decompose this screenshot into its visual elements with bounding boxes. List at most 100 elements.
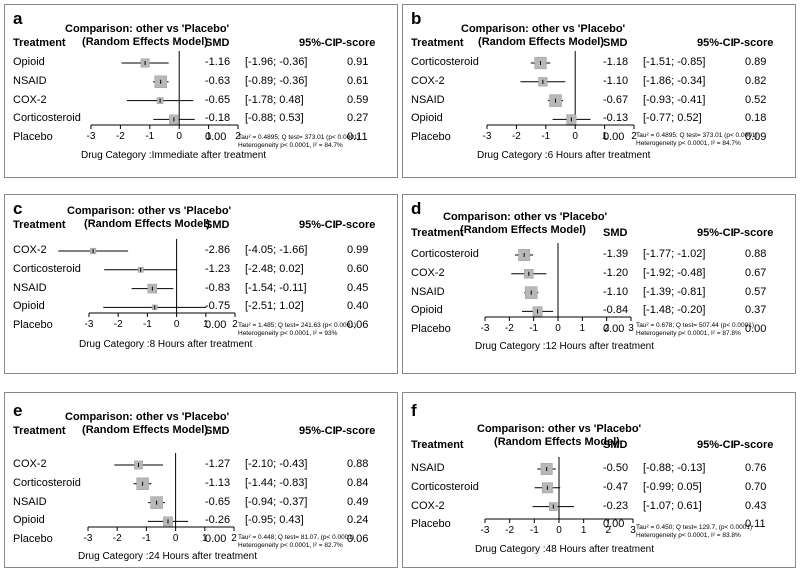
- treatment-label: Placebo: [411, 131, 451, 144]
- pscore-value: 0.88: [745, 248, 767, 260]
- panel-label: d: [411, 199, 422, 218]
- ci-value: [-0.95; 0.43]: [245, 514, 304, 527]
- smd-value: -1.23: [205, 262, 231, 275]
- x-tick-label: -1: [529, 525, 539, 536]
- ci-header: 95%-CI: [697, 227, 734, 239]
- x-tick-label: 3: [628, 323, 634, 334]
- forest-panel-d: d Comparison: other vs 'Placebo' (Random E…: [402, 194, 796, 374]
- treatment-label: Placebo: [411, 518, 451, 531]
- model-subtitle: (Random Effects Model): [82, 424, 208, 436]
- pscore-value: 0.06: [347, 319, 369, 332]
- pscore-header: P-score: [335, 37, 376, 49]
- smd-header: SMD: [205, 219, 230, 231]
- treatment-label: Corticosteroid: [411, 248, 479, 260]
- x-tick-label: -1: [142, 319, 152, 330]
- panel-label: a: [13, 9, 23, 28]
- pscore-value: 0.57: [745, 285, 767, 298]
- ci-value: [-1.77; -1.02]: [643, 248, 706, 260]
- pscore-value: 0.52: [745, 93, 767, 106]
- smd-value: -1.27: [205, 458, 231, 470]
- ci-value: [-0.88; 0.53]: [245, 112, 304, 125]
- heterogeneity-stat: Heterogeneity p< 0.0001, I² = 84.7%: [636, 140, 741, 147]
- treatment-label: NSAID: [411, 462, 445, 474]
- x-tick-label: -2: [505, 525, 515, 536]
- forest-panel-a: a Comparison: other vs 'Placebo' (Random E…: [4, 4, 398, 178]
- x-tick-label: 1: [580, 525, 587, 536]
- ci-value: [-1.92; -0.48]: [643, 266, 706, 279]
- treatment-label: Placebo: [13, 533, 53, 546]
- smd-value: 0.00: [603, 323, 625, 336]
- treatment-label: NSAID: [13, 495, 47, 508]
- ci-value: [-0.99; 0.05]: [643, 480, 702, 493]
- x-tick-label: 0: [556, 525, 562, 536]
- panel-label: b: [411, 9, 422, 28]
- forest-panel-e: e Comparison: other vs 'Placebo' (Random E…: [4, 392, 398, 568]
- smd-value: -1.16: [205, 56, 231, 68]
- ci-value: [-1.44; -0.83]: [245, 476, 308, 489]
- heterogeneity-stat: Heterogeneity p< 0.0001, I² = 82.7%: [238, 542, 343, 549]
- ci-header: 95%-CI: [299, 425, 336, 437]
- comparison-title: Comparison: other vs 'Placebo' (Random Ef…: [67, 205, 231, 231]
- pscore-value: 0.37: [745, 304, 767, 317]
- treatment-header: Treatment: [411, 37, 464, 49]
- smd-header: SMD: [205, 37, 230, 49]
- x-tick-label: -1: [529, 323, 539, 334]
- forest-plot-area: [486, 51, 635, 129]
- ci-header: 95%-CI: [299, 37, 336, 49]
- x-tick-label: 0: [172, 533, 179, 544]
- comparison-title: Comparison: other vs 'Placebo' (Random Ef…: [65, 23, 229, 49]
- smd-value: -0.23: [603, 499, 629, 512]
- smd-value: 0.00: [205, 533, 227, 546]
- panel-label: f: [411, 401, 417, 420]
- comparison-title-line: Comparison: other vs 'Placebo': [461, 23, 626, 35]
- x-tick-label: 1: [202, 533, 208, 544]
- pscore-value: 0.82: [745, 74, 767, 87]
- smd-header: SMD: [603, 439, 628, 451]
- forest-panel-c: c Comparison: other vs 'Placebo' (Random E…: [4, 194, 398, 374]
- pscore-value: 0.06: [347, 533, 369, 546]
- ci-value: [-1.78; 0.48]: [245, 93, 304, 106]
- x-tick-label: -2: [113, 319, 123, 330]
- x-tick-label: 2: [605, 525, 612, 536]
- smd-header: SMD: [205, 425, 230, 437]
- x-axis-label: Drug Category :48 Hours after treatment: [475, 544, 654, 555]
- x-tick-label: 2: [232, 319, 238, 330]
- x-tick-label: -1: [145, 131, 155, 142]
- smd-value: -0.50: [603, 462, 629, 474]
- pscore-value: 0.91: [347, 56, 369, 68]
- pscore-value: 0.61: [347, 74, 369, 87]
- ci-value: [-1.07; 0.61]: [643, 499, 702, 512]
- smd-value: -0.83: [205, 281, 231, 294]
- forest-plot-area: [90, 51, 239, 129]
- x-tick-label: 0: [176, 131, 182, 142]
- treatment-label: Opioid: [13, 56, 45, 68]
- smd-value: -0.47: [603, 480, 629, 493]
- ci-value: [-0.94; -0.37]: [245, 495, 308, 508]
- x-axis-label: Drug Category :12 Hours after treatment: [475, 341, 654, 352]
- pscore-value: 0.09: [745, 131, 767, 144]
- smd-value: -0.26: [205, 514, 231, 527]
- treatment-label: Corticosteroid: [411, 480, 479, 493]
- forest-plot-area: [87, 453, 235, 531]
- treatment-label: Opioid: [13, 300, 45, 313]
- panel-label: c: [13, 199, 23, 218]
- ci-value: [-0.89; -0.36]: [245, 74, 308, 87]
- treatment-label: COX-2: [411, 74, 445, 87]
- panel-label: e: [13, 401, 23, 420]
- pscore-value: 0.18: [745, 112, 767, 125]
- ci-header: 95%-CI: [299, 219, 336, 231]
- forest-panel-b: b Comparison: other vs 'Placebo' (Random E…: [402, 4, 796, 178]
- heterogeneity-stat: Heterogeneity p< 0.0001, I² = 93%: [238, 330, 338, 337]
- smd-value: 0.00: [603, 518, 625, 531]
- pscore-value: 0.43: [745, 499, 767, 512]
- heterogeneity-stat: Heterogeneity p< 0.0001, I² = 84.7%: [238, 142, 343, 149]
- treatment-label: Opioid: [411, 112, 443, 125]
- pscore-value: 0.99: [347, 244, 369, 256]
- comparison-title: Comparison: other vs 'Placebo' (Random Ef…: [477, 423, 641, 449]
- heterogeneity-stat: Tau² = 0.678; Q test= 507.44 (p< 0.0001): [636, 322, 754, 329]
- smd-value: -1.10: [603, 285, 629, 298]
- heterogeneity-stat: Tau² = 0.450; Q test= 129.7, (p< 0.0001): [636, 524, 753, 531]
- heterogeneity-stat: Heterogeneity p< 0.0001, I² = 87.8%: [636, 330, 741, 337]
- pscore-value: 0.76: [745, 462, 767, 474]
- pscore-value: 0.27: [347, 112, 369, 125]
